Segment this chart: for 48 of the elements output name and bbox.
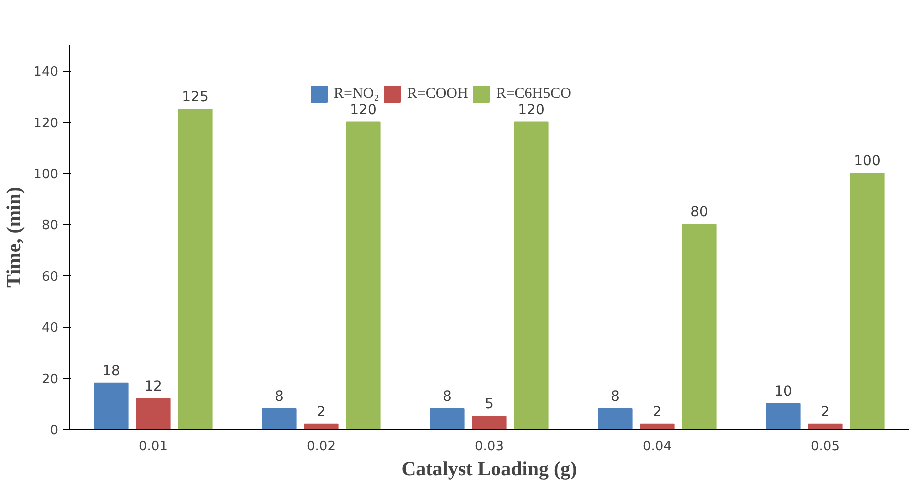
data-label: 12 (144, 378, 162, 395)
bar (808, 424, 843, 430)
bar (136, 398, 171, 430)
legend-label: R=C6H5CO (496, 86, 572, 102)
y-tick-label: 80 (42, 218, 59, 234)
x-tick-label: 0.03 (475, 440, 504, 454)
bar (430, 408, 465, 430)
data-label: 8 (443, 389, 452, 406)
bar (514, 122, 549, 430)
data-label: 100 (854, 154, 881, 170)
data-label: 10 (774, 384, 792, 400)
bar (94, 382, 129, 430)
bar (850, 173, 885, 430)
data-label: 2 (653, 404, 662, 420)
y-tick-label: 20 (42, 372, 59, 388)
data-label: 125 (182, 90, 209, 106)
legend-label: R=COOH (407, 86, 468, 102)
x-tick-label: 0.05 (811, 440, 840, 454)
x-axis-title: Catalyst Loading (g) (402, 458, 578, 480)
x-tick-label: 0.04 (643, 440, 672, 454)
bar (640, 424, 675, 430)
y-tick-label: 120 (34, 116, 59, 132)
bar (598, 408, 633, 430)
data-label: 2 (317, 404, 326, 420)
y-axis-title: Time, (min) (4, 187, 26, 288)
y-tick-label: 140 (34, 65, 59, 80)
y-tick-label: 0 (50, 424, 59, 438)
bar (766, 403, 801, 430)
y-tick-label: 40 (42, 321, 59, 336)
legend-label: R=NO₂ (334, 86, 380, 102)
bar (472, 416, 507, 430)
y-tick-label: 100 (34, 168, 59, 182)
data-label: 5 (485, 396, 494, 413)
data-label: 2 (821, 404, 830, 420)
y-tick-label: 60 (42, 270, 59, 285)
data-label: 8 (275, 389, 284, 406)
data-label: 80 (690, 204, 708, 221)
x-tick-label: 0.02 (307, 440, 336, 454)
bar (178, 109, 213, 430)
x-tick-label: 0.01 (139, 440, 168, 454)
data-label: 18 (102, 363, 120, 380)
data-label: 120 (518, 102, 545, 118)
data-label: 120 (350, 102, 377, 118)
bar (304, 424, 339, 430)
bar (262, 408, 297, 430)
bar (682, 224, 717, 430)
bar (346, 122, 381, 430)
data-label: 8 (611, 389, 620, 406)
